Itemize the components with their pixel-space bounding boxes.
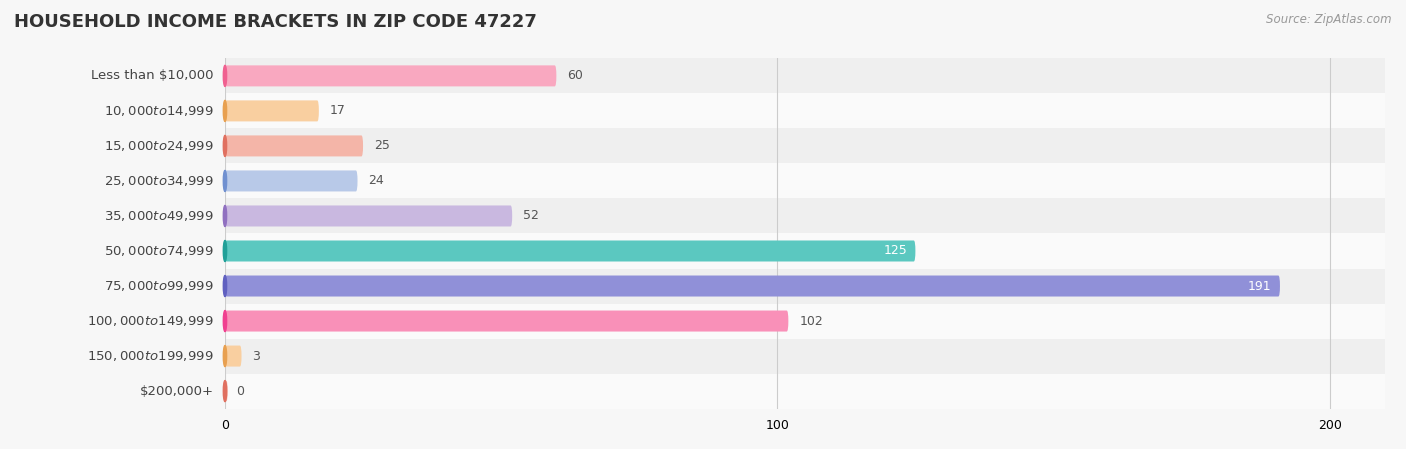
Text: $25,000 to $34,999: $25,000 to $34,999 [104,174,214,188]
Circle shape [224,171,226,191]
Text: 191: 191 [1249,280,1271,292]
Circle shape [224,241,226,261]
Text: 25: 25 [374,140,389,152]
Text: 52: 52 [523,210,538,222]
Circle shape [224,136,226,156]
Circle shape [224,66,226,86]
Text: $50,000 to $74,999: $50,000 to $74,999 [104,244,214,258]
Circle shape [224,346,226,366]
FancyBboxPatch shape [225,101,319,121]
Circle shape [224,276,226,296]
Text: $200,000+: $200,000+ [139,385,214,397]
Text: $10,000 to $14,999: $10,000 to $14,999 [104,104,214,118]
Text: 24: 24 [368,175,384,187]
Bar [225,304,1385,339]
FancyBboxPatch shape [225,276,1279,296]
Text: 102: 102 [800,315,823,327]
FancyBboxPatch shape [225,171,357,191]
FancyBboxPatch shape [225,136,363,156]
FancyBboxPatch shape [225,206,512,226]
FancyBboxPatch shape [225,311,789,331]
Text: $100,000 to $149,999: $100,000 to $149,999 [87,314,214,328]
Text: HOUSEHOLD INCOME BRACKETS IN ZIP CODE 47227: HOUSEHOLD INCOME BRACKETS IN ZIP CODE 47… [14,13,537,31]
Bar [225,128,1385,163]
Bar [225,93,1385,128]
Text: Less than $10,000: Less than $10,000 [91,70,214,82]
FancyBboxPatch shape [225,381,228,401]
FancyBboxPatch shape [225,66,557,86]
Text: 3: 3 [253,350,260,362]
Text: $35,000 to $49,999: $35,000 to $49,999 [104,209,214,223]
Text: Source: ZipAtlas.com: Source: ZipAtlas.com [1267,13,1392,26]
Text: 125: 125 [883,245,907,257]
FancyBboxPatch shape [225,346,242,366]
Text: 60: 60 [568,70,583,82]
Bar [225,198,1385,233]
Text: $150,000 to $199,999: $150,000 to $199,999 [87,349,214,363]
Circle shape [224,206,226,226]
Text: 0: 0 [236,385,245,397]
Text: $15,000 to $24,999: $15,000 to $24,999 [104,139,214,153]
Text: 17: 17 [330,105,346,117]
Bar [225,163,1385,198]
Bar [225,58,1385,93]
FancyBboxPatch shape [225,241,915,261]
Circle shape [224,101,226,121]
Circle shape [224,311,226,331]
Bar [225,374,1385,409]
Bar [225,233,1385,269]
Circle shape [224,381,226,401]
Bar [225,269,1385,304]
Bar [225,339,1385,374]
Text: $75,000 to $99,999: $75,000 to $99,999 [104,279,214,293]
